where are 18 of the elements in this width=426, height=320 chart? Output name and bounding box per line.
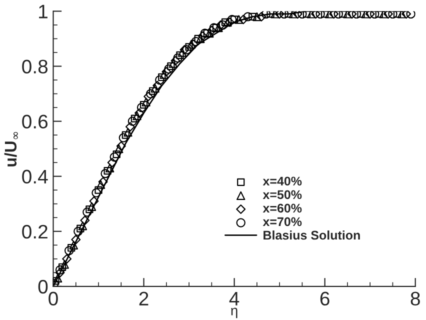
y-tick-label: 0.2 — [22, 224, 48, 239]
legend-label: x=60% — [262, 204, 302, 213]
y-tick-label: 0 — [38, 280, 48, 294]
y-tick-label: 0.8 — [22, 60, 48, 74]
x-tick-label: 8 — [410, 292, 420, 306]
x-tick-label: 0 — [48, 292, 58, 306]
legend-label: x=50% — [262, 190, 302, 200]
x-tick-label: 2 — [139, 292, 148, 306]
legend-label: x=40% — [262, 176, 302, 186]
legend-label: x=70% — [262, 217, 302, 226]
x-axis-title: η — [231, 308, 238, 318]
x-tick-label: 4 — [229, 292, 240, 306]
legend-label: Blasius Solution — [264, 230, 360, 240]
y-tick-label: 1 — [39, 4, 48, 18]
y-axis-title: u/U$_{∞}$ — [4, 132, 18, 166]
y-tick-label: 0.6 — [22, 114, 48, 129]
y-tick-label: 0.4 — [22, 170, 48, 184]
x-tick-label: 6 — [320, 292, 330, 306]
